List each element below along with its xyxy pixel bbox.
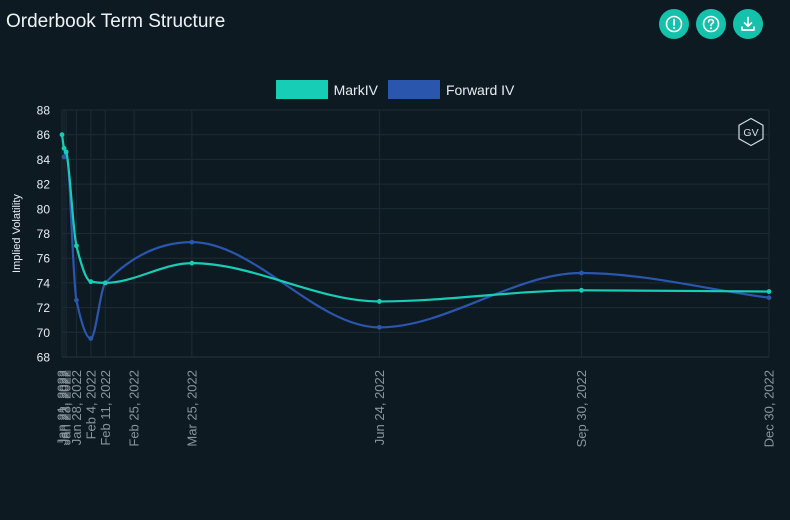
y-tick-label: 76 (37, 252, 51, 266)
alert-circle-icon (665, 15, 683, 33)
data-point-markiv (579, 287, 584, 293)
data-point-forward-iv (189, 239, 195, 245)
y-tick-label: 88 (37, 104, 51, 118)
legend-item-forward-iv[interactable]: Forward IV (387, 80, 515, 99)
x-tick-label: Dec 30, 2022 (762, 370, 777, 447)
series-line-forward-iv (63, 150, 770, 340)
y-tick-label: 82 (37, 178, 51, 192)
x-tick-label: Sep 30, 2022 (574, 370, 589, 447)
x-tick-label: Jun 24, 2022 (372, 370, 387, 445)
data-point-markiv (189, 260, 195, 266)
data-point-forward-iv (61, 154, 67, 160)
data-point-forward-iv (766, 295, 772, 301)
y-tick-label: 70 (37, 326, 51, 340)
y-tick-label: 72 (37, 301, 51, 315)
data-point-markiv (63, 149, 69, 155)
data-point-markiv (102, 280, 108, 286)
x-tick-label: Jan 28, 2022 (69, 370, 84, 445)
chart-legend: MarkIV Forward IV (0, 80, 790, 99)
x-tick-label: Feb 4, 2022 (83, 370, 98, 439)
x-tick-label: Mar 25, 2022 (184, 370, 199, 447)
data-point-forward-iv (74, 297, 79, 303)
data-point-forward-iv (88, 336, 94, 341)
legend-label-forward-iv: Forward IV (445, 81, 515, 98)
x-tick-label: Jan 23, 2022 (59, 370, 74, 445)
y-tick-label: 84 (37, 153, 51, 167)
legend-swatch-markiv (275, 80, 328, 99)
x-tick-label: Jan 21, 2022 (55, 370, 70, 445)
y-tick-label: 74 (37, 276, 51, 290)
data-point-markiv (766, 289, 772, 294)
data-point-markiv (59, 132, 65, 138)
legend-swatch-forward-iv (387, 80, 440, 99)
legend-label-markiv: MarkIV (333, 81, 378, 98)
data-point-forward-iv (377, 324, 382, 330)
toolbar (659, 9, 763, 39)
data-point-markiv (74, 243, 79, 249)
gv-logo-badge: GV (738, 117, 764, 147)
x-tick-label: Feb 25, 2022 (127, 370, 142, 447)
x-tick-label: Feb 11, 2022 (98, 370, 113, 446)
page-title: Orderbook Term Structure (6, 11, 226, 32)
question-circle-icon (702, 15, 720, 33)
gv-badge-text: GV (743, 127, 758, 139)
data-point-markiv (61, 145, 67, 151)
data-point-markiv (377, 299, 382, 304)
info-button[interactable] (659, 9, 689, 39)
data-point-forward-iv (579, 270, 584, 276)
help-button[interactable] (696, 9, 726, 39)
x-tick-label: Jan 22, 2022 (57, 370, 72, 445)
legend-item-markiv[interactable]: MarkIV (275, 80, 378, 99)
download-icon (741, 16, 755, 31)
data-point-markiv (88, 279, 94, 285)
y-tick-label: 78 (37, 227, 51, 241)
y-axis-title: Implied Volatility (11, 194, 23, 273)
y-tick-label: 86 (37, 128, 51, 142)
download-button[interactable] (733, 9, 763, 39)
y-tick-label: 68 (37, 351, 51, 365)
y-tick-label: 80 (37, 202, 51, 216)
